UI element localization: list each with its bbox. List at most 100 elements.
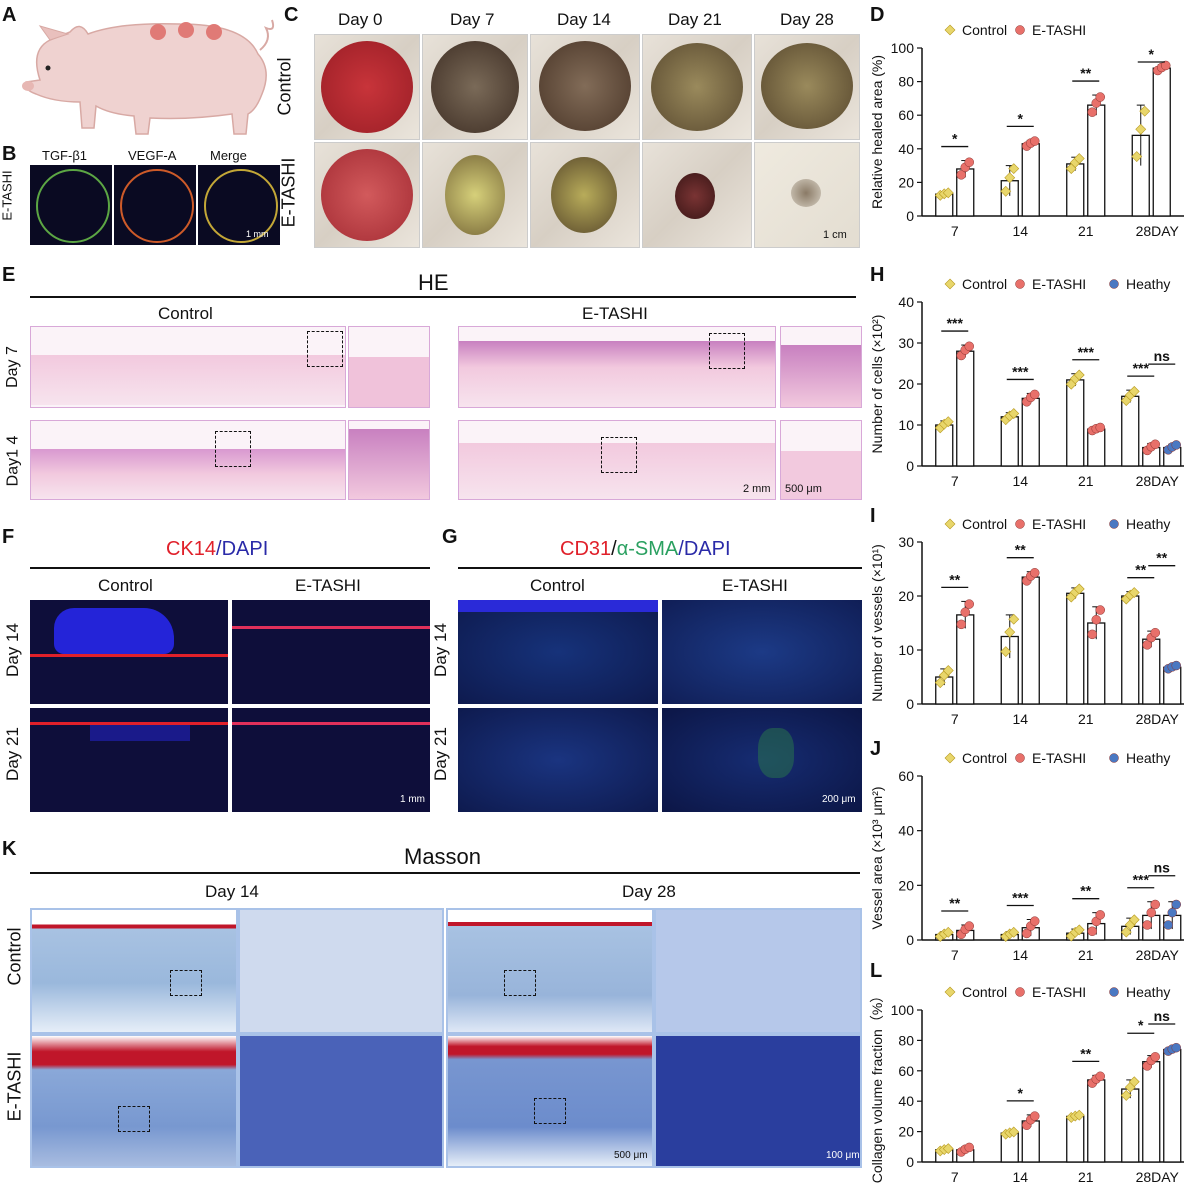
point-control-0-2	[942, 1143, 954, 1155]
bar-e-tashi-1	[1021, 143, 1040, 217]
point-e-tashi-2-2	[1095, 422, 1105, 433]
y-tick-label-2: 40	[898, 1093, 914, 1109]
bar-e-tashi-3	[1142, 1061, 1161, 1163]
y-axis-label: Number of cells (×10²)	[869, 315, 885, 454]
point-control-3-0	[1120, 926, 1132, 938]
g-etashi-day14	[662, 600, 862, 704]
y-axis-label: Number of vessels (×10¹)	[869, 544, 885, 702]
wound-site-2	[178, 22, 194, 38]
f-title-ck14: CK14	[166, 538, 217, 560]
g-row-day21: Day 21	[430, 727, 450, 781]
point-control-3-2	[1139, 105, 1151, 117]
sig-label-2-0: **	[1080, 1045, 1091, 1061]
f-title: CK14/DAPI	[166, 538, 268, 561]
x-tick-label-2: 21	[1078, 473, 1094, 489]
sig-label-1-0: *	[1018, 110, 1024, 126]
point-control-3-2	[1128, 385, 1140, 397]
y-tick-label-3: 60	[898, 768, 914, 784]
x-tick-label-0: 7	[951, 947, 959, 963]
panel-label-h: H	[870, 264, 885, 286]
point-e-tashi-3-2	[1150, 1052, 1160, 1062]
k-etashi-day28: 500 μm	[446, 1034, 654, 1168]
k-row-control: Control	[4, 927, 25, 986]
e-etashi-day7	[458, 326, 776, 408]
point-e-tashi-3-2	[1150, 627, 1160, 638]
sig-label-2-0: **	[1080, 65, 1091, 81]
y-axis-label: Vessel area (×10³ μm²)	[869, 786, 885, 929]
point-e-tashi-3-2	[1150, 899, 1160, 910]
e-control-day14-zoom	[348, 420, 430, 500]
pig-illustration	[22, 19, 275, 135]
c-etashi-day28: 1 cm	[754, 142, 860, 248]
legend-marker-1	[1015, 987, 1025, 997]
k-title: Masson	[404, 844, 482, 869]
g-group-control: Control	[530, 576, 585, 595]
c-control-day7	[422, 34, 528, 140]
point-control-1-1	[1004, 626, 1016, 638]
k-divider	[30, 872, 860, 874]
y-tick-label-0: 0	[906, 1154, 914, 1170]
panel-label-i: I	[870, 505, 876, 527]
point-e-tashi-1-2	[1030, 916, 1040, 926]
point-control-3-2	[1128, 587, 1140, 598]
e-scale-main: 2 mm	[743, 483, 771, 495]
y-tick-label-2: 40	[898, 823, 914, 839]
x-tick-label-2: 21	[1078, 223, 1094, 239]
y-tick-label-3: 60	[898, 107, 914, 123]
y-tick-label-1: 10	[898, 642, 914, 658]
legend-marker-2	[1109, 279, 1119, 289]
wound-site-3	[206, 24, 222, 40]
sig-label-1-0: **	[1015, 542, 1026, 558]
point-e-tashi-2-2	[1095, 910, 1105, 920]
y-tick-label-4: 80	[898, 74, 914, 90]
point-control-1-0	[1000, 646, 1012, 658]
bar-e-tashi-1	[1021, 576, 1040, 705]
c-col-4: Day 28	[780, 10, 834, 29]
k-control-day14	[30, 908, 238, 1034]
point-control-0-2	[942, 665, 954, 676]
point-control-1-0	[1000, 185, 1012, 197]
point-control-1-2	[1008, 613, 1020, 625]
y-tick-label-5: 100	[891, 40, 915, 56]
c-col-1: Day 7	[450, 10, 495, 29]
y-tick-label-0: 0	[906, 458, 914, 474]
wound-site-1	[150, 24, 166, 40]
x-tick-label-1: 14	[1012, 473, 1028, 489]
k-etashi-day14	[30, 1034, 238, 1168]
k-scale-main: 500 μm	[614, 1150, 648, 1161]
b-scale: 1 mm	[246, 229, 269, 239]
point-control-0-2	[942, 926, 954, 938]
point-control-2-2	[1073, 583, 1085, 595]
bar-e-tashi-2	[1087, 1079, 1106, 1163]
e-etashi-day14: 2 mm	[458, 420, 776, 500]
sig-label-3-0: ***	[1133, 872, 1150, 888]
g-divider	[458, 567, 862, 569]
e-group-control: Control	[158, 304, 213, 323]
legend-marker-2	[1109, 753, 1119, 763]
legend-marker-0	[944, 986, 956, 998]
legend-marker-1	[1015, 279, 1025, 289]
point-control-1-2	[1008, 1126, 1020, 1138]
x-tick-label-1: 14	[1012, 711, 1028, 727]
sig-label-3-1: ns	[1154, 1008, 1171, 1024]
legend-marker-0	[944, 518, 956, 530]
y-axis-label: Collagen volume fraction（%）	[869, 989, 885, 1184]
b-merge-image: 1 mm	[198, 165, 280, 245]
sig-label-3-0: *	[1138, 1017, 1144, 1033]
legend-label-1: E-TASHI	[1032, 984, 1086, 1000]
point-control-1-2	[1008, 163, 1020, 175]
f-row-day14: Day 14	[2, 623, 22, 677]
panel-label-b: B	[2, 143, 17, 165]
y-tick-label-1: 20	[898, 174, 914, 190]
y-tick-label-2: 20	[898, 376, 914, 392]
g-group-etashi: E-TASHI	[722, 576, 788, 595]
sig-label-1-0: ***	[1012, 363, 1029, 379]
f-title-dapi: /DAPI	[216, 538, 269, 560]
x-tick-label-3: 28DAY	[1136, 473, 1180, 489]
c-etashi-day0	[314, 142, 420, 248]
point-e-tashi-3-1	[1146, 907, 1156, 918]
point-e-tashi-0-2	[964, 341, 974, 352]
point-heathy-3-2	[1171, 440, 1181, 450]
sig-label-2-0: ***	[1078, 344, 1095, 360]
legend-label-2: Heathy	[1126, 276, 1170, 292]
